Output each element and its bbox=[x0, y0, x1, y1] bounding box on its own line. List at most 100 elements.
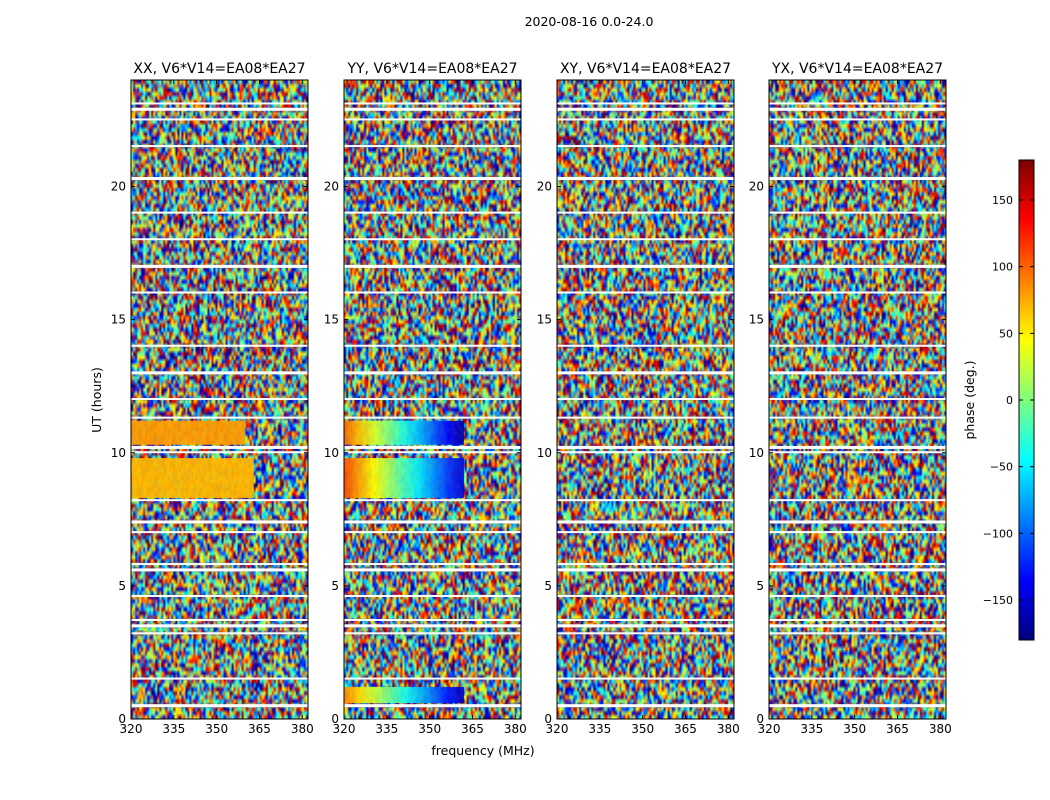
flagged-row bbox=[769, 211, 946, 214]
flagged-row bbox=[557, 291, 734, 294]
x-tick-label: 365 bbox=[886, 722, 909, 736]
flagged-row bbox=[769, 238, 946, 241]
y-tick-label: 10 bbox=[749, 446, 764, 460]
flagged-row bbox=[344, 118, 521, 121]
flagged-row bbox=[557, 568, 734, 572]
x-tick-label: 335 bbox=[162, 722, 185, 736]
flagged-row bbox=[557, 563, 734, 566]
flagged-row bbox=[344, 563, 521, 566]
panels: XX, V6*V14=EA08*EA27 320 335 350 365 380 0 5 10 1… bbox=[111, 61, 952, 736]
y-tick-label: 10 bbox=[537, 446, 552, 460]
flagged-row bbox=[769, 677, 946, 680]
x-tick-label: 350 bbox=[418, 722, 441, 736]
flagged-row bbox=[557, 344, 734, 347]
panel-title: XX, V6*V14=EA08*EA27 bbox=[133, 61, 305, 77]
flagged-row bbox=[769, 531, 946, 534]
flagged-row bbox=[131, 107, 308, 111]
flagged-row bbox=[131, 563, 308, 566]
coherent-phase-region bbox=[131, 458, 254, 499]
flagged-row bbox=[344, 618, 521, 621]
y-tick-label: 5 bbox=[544, 579, 552, 593]
flagged-row bbox=[769, 624, 946, 628]
flagged-row bbox=[769, 499, 946, 502]
y-tick-label: 10 bbox=[324, 446, 339, 460]
flagged-row bbox=[769, 264, 946, 268]
flagged-row bbox=[769, 344, 946, 347]
flagged-row bbox=[131, 118, 308, 121]
flagged-row bbox=[557, 398, 734, 400]
flagged-row bbox=[769, 118, 946, 121]
x-tick-label: 380 bbox=[717, 722, 740, 736]
flagged-row bbox=[557, 451, 734, 454]
flagged-row bbox=[344, 704, 521, 708]
flagged-row bbox=[557, 238, 734, 241]
flagged-row bbox=[769, 398, 946, 400]
flagged-row bbox=[131, 264, 308, 268]
x-tick-label: 365 bbox=[461, 722, 484, 736]
flagged-row bbox=[131, 595, 308, 598]
flagged-row bbox=[344, 344, 521, 347]
y-tick-label: 20 bbox=[324, 180, 339, 194]
flagged-row bbox=[344, 445, 521, 449]
flagged-row bbox=[557, 624, 734, 628]
figure-ylabel: UT (hours) bbox=[89, 367, 104, 433]
colorbar-tick-label: 100 bbox=[992, 261, 1013, 274]
flagged-row bbox=[557, 211, 734, 214]
panel-0: XX, V6*V14=EA08*EA27 320 335 350 365 380 0 5 10 1… bbox=[111, 61, 314, 736]
flagged-row bbox=[344, 416, 521, 419]
colorbar-tick-label: −150 bbox=[983, 594, 1013, 607]
x-tick-label: 380 bbox=[291, 722, 314, 736]
flagged-row bbox=[344, 568, 521, 572]
flagged-row bbox=[131, 445, 308, 449]
y-tick-label: 0 bbox=[756, 712, 764, 726]
flagged-row bbox=[557, 632, 734, 635]
panel-frame bbox=[130, 79, 309, 720]
flagged-row bbox=[769, 107, 946, 111]
flagged-row bbox=[769, 102, 946, 105]
flagged-row bbox=[131, 371, 308, 375]
panel-frame bbox=[343, 79, 522, 720]
flagged-row bbox=[344, 499, 521, 502]
x-tick-label: 365 bbox=[248, 722, 271, 736]
y-tick-label: 5 bbox=[756, 579, 764, 593]
flagged-row bbox=[131, 520, 308, 524]
flagged-row bbox=[769, 568, 946, 572]
flagged-row bbox=[769, 520, 946, 524]
flagged-row bbox=[131, 704, 308, 708]
flagged-row bbox=[769, 416, 946, 419]
flagged-row bbox=[769, 451, 946, 454]
panel-title: YY, V6*V14=EA08*EA27 bbox=[346, 61, 517, 77]
x-tick-label: 350 bbox=[843, 722, 866, 736]
flagged-row bbox=[344, 211, 521, 214]
coherent-phase-region bbox=[344, 458, 464, 499]
flagged-row bbox=[557, 531, 734, 534]
flagged-row bbox=[344, 177, 521, 181]
flagged-row bbox=[344, 451, 521, 454]
y-tick-label: 20 bbox=[111, 180, 126, 194]
y-tick-label: 20 bbox=[537, 180, 552, 194]
coherent-phase-region bbox=[344, 420, 464, 445]
flagged-row bbox=[769, 177, 946, 181]
y-tick-label: 0 bbox=[544, 712, 552, 726]
flagged-row bbox=[344, 624, 521, 628]
x-tick-label: 380 bbox=[504, 722, 527, 736]
y-tick-label: 10 bbox=[111, 446, 126, 460]
flagged-row bbox=[557, 520, 734, 524]
flagged-row bbox=[131, 238, 308, 241]
flagged-row bbox=[131, 177, 308, 181]
flagged-row bbox=[344, 264, 521, 268]
figure-xlabel: frequency (MHz) bbox=[431, 743, 534, 758]
y-tick-label: 15 bbox=[537, 313, 552, 327]
x-tick-label: 320 bbox=[546, 722, 569, 736]
flagged-row bbox=[557, 445, 734, 449]
flagged-row bbox=[344, 595, 521, 598]
flagged-row bbox=[131, 624, 308, 628]
y-tick-label: 15 bbox=[749, 313, 764, 327]
x-tick-label: 350 bbox=[205, 722, 228, 736]
flagged-row bbox=[344, 531, 521, 534]
panel-3: YX, V6*V14=EA08*EA27 320 335 350 365 380 0 5 10 1… bbox=[749, 61, 952, 736]
flagged-row bbox=[769, 445, 946, 449]
flagged-row bbox=[131, 568, 308, 572]
colorbar-tick-label: −100 bbox=[983, 527, 1013, 540]
